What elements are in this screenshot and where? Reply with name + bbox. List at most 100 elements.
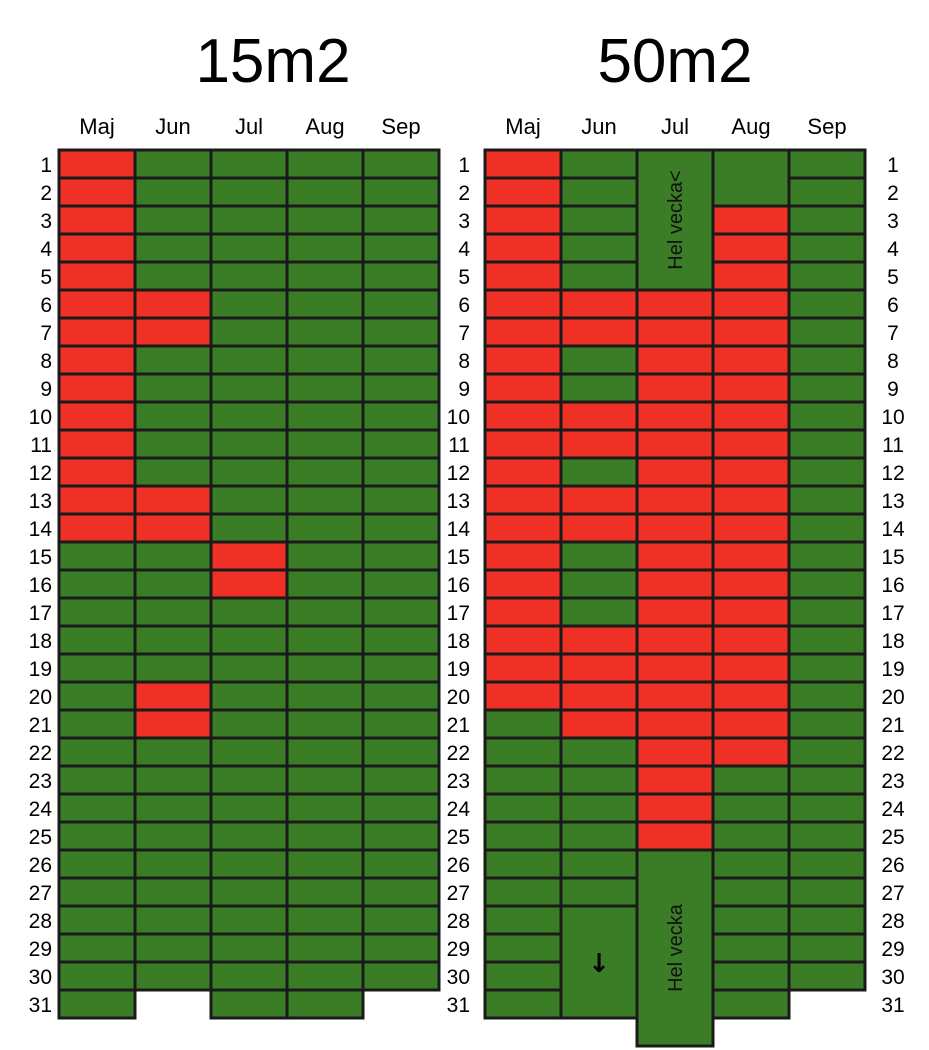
day-cell-booked: [57, 232, 137, 264]
day-cell-available: [711, 764, 791, 796]
day-cell-available: [787, 736, 867, 768]
day-number-label: 24: [881, 798, 905, 821]
day-cell-booked: [635, 708, 715, 740]
day-cell-available: [209, 176, 289, 208]
day-cell-booked: [711, 568, 791, 600]
day-cell-booked: [483, 652, 563, 684]
day-cell-available: [483, 848, 563, 880]
day-cell-available: [133, 456, 213, 488]
panel-title-15m2: 15m2: [195, 27, 350, 96]
day-number-label: 18: [29, 630, 52, 653]
day-cell-booked: [711, 204, 791, 236]
day-cell-available: [285, 624, 365, 656]
day-cell-available: [787, 540, 867, 572]
day-cell-available: [285, 176, 365, 208]
day-number-label: 2: [458, 182, 470, 205]
day-cell-available: [361, 288, 441, 320]
day-cell-available: [209, 708, 289, 740]
day-cell-available: [133, 568, 213, 600]
day-cell-booked: [559, 484, 639, 516]
day-cell-booked: [635, 680, 715, 712]
day-cell-booked: [57, 512, 137, 544]
day-cell-booked: [711, 232, 791, 264]
day-cell-available: [483, 764, 563, 796]
day-number-label: 14: [29, 518, 53, 541]
day-cell-booked: [635, 652, 715, 684]
day-cell-available: [285, 540, 365, 572]
day-cell-available: [559, 596, 639, 628]
day-cell-available: [787, 484, 867, 516]
day-number-label: 25: [881, 826, 904, 849]
day-number-label: 20: [447, 686, 470, 709]
day-number-label: 31: [447, 994, 470, 1017]
day-cell-booked: [483, 596, 563, 628]
day-cell-available: [285, 148, 365, 180]
day-cell-available: [285, 904, 365, 936]
day-cell-booked: [711, 260, 791, 292]
day-cell-available: [285, 988, 365, 1020]
day-cell-available: [57, 680, 137, 712]
panel-50m2: 50m2 Maj Jun Jul Aug Sep Hel vecka<Hel v…: [483, 27, 867, 1048]
day-cell-available: [285, 736, 365, 768]
day-cell-available: [133, 792, 213, 824]
day-number-label: 14: [881, 518, 905, 541]
day-cell-available: [787, 820, 867, 852]
day-cell-booked: [483, 512, 563, 544]
day-number-label: 10: [881, 406, 904, 429]
day-cell-available: [209, 792, 289, 824]
day-cell-available: [209, 148, 289, 180]
day-number-label: 4: [887, 238, 899, 261]
day-cell-available: [787, 204, 867, 236]
day-cell-available: [133, 540, 213, 572]
day-cell-booked: [483, 148, 563, 180]
day-cell-available: [133, 736, 213, 768]
day-cell-booked: [635, 372, 715, 404]
week-block: [635, 148, 715, 292]
day-number-label: 22: [29, 742, 52, 765]
day-cell-available: [285, 232, 365, 264]
day-cell-available: [787, 960, 867, 992]
day-cell-booked: [483, 428, 563, 460]
day-cell-available: [361, 456, 441, 488]
day-cell-available: [361, 540, 441, 572]
day-number-label: 23: [881, 770, 904, 793]
day-number-label: 21: [447, 714, 470, 737]
day-cell-available: [361, 316, 441, 348]
day-cell-available: [361, 792, 441, 824]
day-number-label: 23: [29, 770, 52, 793]
day-cell-booked: [711, 484, 791, 516]
day-cell-booked: [711, 288, 791, 320]
day-cell-available: [285, 932, 365, 964]
month-label: Sep: [807, 114, 846, 139]
day-cell-available: [57, 596, 137, 628]
day-cell-booked: [483, 260, 563, 292]
day-cell-available: [787, 400, 867, 432]
day-cell-available: [711, 820, 791, 852]
day-cell-available: [209, 260, 289, 292]
day-cell-available: [285, 848, 365, 880]
day-cell-available: [57, 736, 137, 768]
day-number-label: 15: [447, 546, 470, 569]
day-cell-available: [209, 400, 289, 432]
day-cell-available: [787, 904, 867, 936]
day-number-label: 13: [29, 490, 52, 513]
day-cell-available: [787, 260, 867, 292]
day-cell-booked: [635, 484, 715, 516]
month-labels-50m2: Maj Jun Jul Aug Sep: [505, 114, 846, 139]
day-cell-booked: [483, 288, 563, 320]
day-number-label: 3: [458, 210, 470, 233]
day-cell-available: [361, 708, 441, 740]
day-cell-available: [57, 820, 137, 852]
day-cell-available: [787, 680, 867, 712]
day-cell-available: [285, 512, 365, 544]
day-cell-booked: [483, 680, 563, 712]
day-cell-available: [787, 372, 867, 404]
day-cell-available: [285, 288, 365, 320]
day-cell-available: [559, 148, 639, 180]
day-number-label: 12: [881, 462, 904, 485]
day-cell-available: [361, 652, 441, 684]
day-number-label: 18: [881, 630, 904, 653]
day-cell-booked: [559, 708, 639, 740]
day-cell-available: [787, 456, 867, 488]
panel-title-50m2: 50m2: [597, 27, 752, 96]
